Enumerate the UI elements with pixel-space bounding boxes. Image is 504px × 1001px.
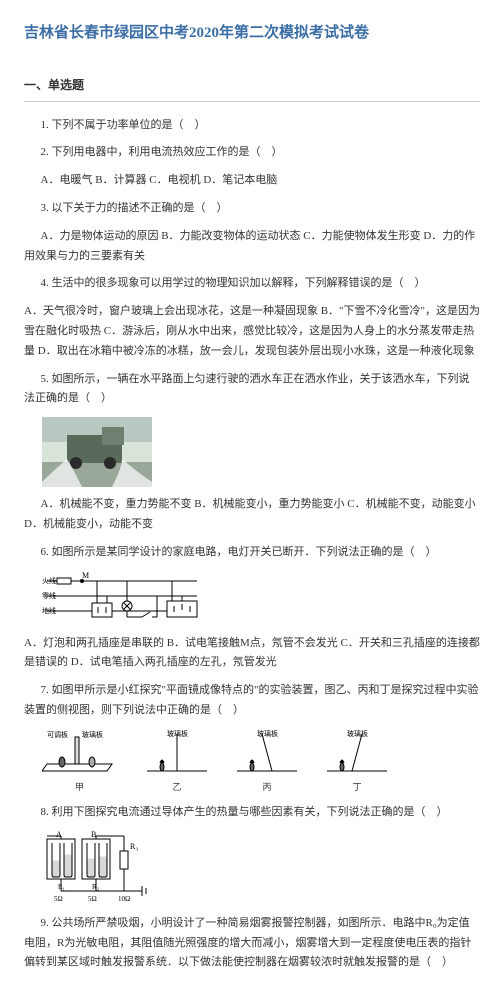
q7-figures: 可调板 玻璃板 甲 玻璃板 乙 玻璃板 丙 xyxy=(42,729,480,795)
svg-text:R₃: R₃ xyxy=(130,842,138,851)
q7-label-c: 丙 xyxy=(237,779,297,795)
q7-label-d: 丁 xyxy=(327,779,387,795)
svg-text:地线: 地线 xyxy=(42,606,56,615)
question-4: 4. 生活中的很多现象可以用学过的物理知识加以解释，下列解释错误的是（ ） xyxy=(24,274,480,294)
svg-text:R₁: R₁ xyxy=(58,883,65,891)
svg-text:玻璃板: 玻璃板 xyxy=(82,730,103,739)
question-3-options: A．力是物体运动的原因 B．力能改变物体的运动状态 C．力能使物体发生形变 D．… xyxy=(24,227,480,267)
question-1: 1. 下列不属于功率单位的是（ ） xyxy=(24,116,480,136)
question-2-options: A．电暖气 B．计算器 C．电视机 D．笔记本电脑 xyxy=(24,171,480,191)
svg-text:5Ω: 5Ω xyxy=(88,895,97,903)
svg-text:A: A xyxy=(56,831,62,839)
q7-label-a: 甲 xyxy=(42,779,117,795)
svg-text:5Ω: 5Ω xyxy=(54,895,63,903)
section-header: 一、单选题 xyxy=(24,75,480,102)
svg-text:玻璃板: 玻璃板 xyxy=(167,729,188,738)
svg-text:R₂: R₂ xyxy=(92,883,100,891)
svg-text:玻璃板: 玻璃板 xyxy=(257,729,278,738)
svg-text:玻璃板: 玻璃板 xyxy=(347,729,368,738)
svg-text:可调板: 可调板 xyxy=(47,730,68,739)
question-5-options: A．机械能不变，重力势能不变 B．机械能变小，重力势能变小 C．机械能不变，动能… xyxy=(24,495,480,535)
question-6-options: A．灯泡和两孔插座是串联的 B．试电笔接触M点，氖管不会发光 C．开关和三孔插座… xyxy=(24,634,480,674)
q6-figure: M 火线 零线 地线 xyxy=(42,571,480,626)
q5-figure xyxy=(42,417,480,487)
question-7: 7. 如图甲所示是小红探究"平面镜成像特点的"的实验装置，图乙、丙和丁是探究过程… xyxy=(24,681,480,721)
question-9: 9. 公共场所严禁吸烟，小明设计了一种简易烟雾报警控制器，如图所示．电路中R₀为… xyxy=(24,914,480,973)
question-6: 6. 如图所示是某同学设计的家庭电路，电灯开关已断开．下列说法正确的是（ ） xyxy=(24,543,480,563)
svg-text:B: B xyxy=(91,831,96,839)
question-5: 5. 如图所示，一辆在水平路面上匀速行驶的洒水车正在洒水作业，关于该洒水车，下列… xyxy=(24,370,480,410)
svg-text:M: M xyxy=(82,571,89,580)
svg-text:火线: 火线 xyxy=(42,576,56,585)
question-3: 3. 以下关于力的描述不正确的是（ ） xyxy=(24,199,480,219)
question-4-detail: A．天气很冷时，窗户玻璃上会出现冰花，这是一种凝固现象 B．"下雪不冷化雪冷"，… xyxy=(24,302,480,361)
page-title: 吉林省长春市绿园区中考2020年第二次模拟考试试卷 xyxy=(24,20,480,47)
question-2: 2. 下列用电器中，利用电流热效应工作的是（ ） xyxy=(24,143,480,163)
svg-text:10Ω: 10Ω xyxy=(118,895,130,903)
svg-text:零线: 零线 xyxy=(42,591,56,600)
q7-label-b: 乙 xyxy=(147,779,207,795)
question-8: 8. 利用下图探究电流通过导体产生的热量与哪些因素有关，下列说法正确的是（ ） xyxy=(24,803,480,823)
q8-figure: A B R₃ 5Ω R₁ 5Ω R₂ 10Ω xyxy=(42,831,480,906)
